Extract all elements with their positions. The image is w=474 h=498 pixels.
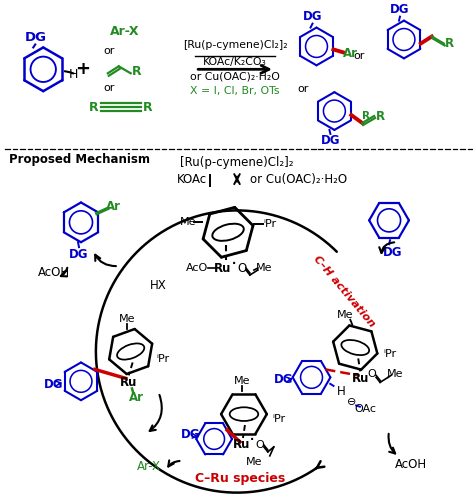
Text: Me: Me xyxy=(118,314,135,324)
Text: ⊖: ⊖ xyxy=(346,397,356,407)
Text: R: R xyxy=(375,110,385,123)
Text: KOAc/K₂CO₃: KOAc/K₂CO₃ xyxy=(203,57,267,67)
Text: Me: Me xyxy=(180,217,197,228)
Text: KOAc: KOAc xyxy=(177,173,207,186)
Text: R: R xyxy=(132,65,141,78)
Text: Me: Me xyxy=(337,310,354,320)
Text: DG: DG xyxy=(274,373,293,386)
Text: DG: DG xyxy=(390,3,410,16)
Text: R: R xyxy=(143,101,152,114)
Text: ·: · xyxy=(249,431,255,451)
Text: R: R xyxy=(362,111,370,121)
Text: AcOH: AcOH xyxy=(38,265,70,278)
Text: AcO: AcO xyxy=(186,263,208,273)
Text: H: H xyxy=(68,68,78,81)
Text: DG: DG xyxy=(321,134,340,147)
Text: Me: Me xyxy=(255,263,272,273)
Text: Ru: Ru xyxy=(352,372,369,385)
Text: DG: DG xyxy=(303,10,322,23)
Text: or: or xyxy=(354,51,365,61)
Text: Proposed Mechanism: Proposed Mechanism xyxy=(9,153,150,166)
Text: R: R xyxy=(445,37,454,50)
Text: Ar-X: Ar-X xyxy=(137,460,161,473)
Text: [Ru(p-cymene)Cl₂]₂: [Ru(p-cymene)Cl₂]₂ xyxy=(180,156,294,169)
Text: H: H xyxy=(337,385,346,398)
Text: HX: HX xyxy=(150,279,167,292)
Text: ⁱPr: ⁱPr xyxy=(156,355,169,365)
Text: DG: DG xyxy=(24,31,46,44)
Text: DG: DG xyxy=(69,248,89,260)
Text: Me: Me xyxy=(246,457,262,467)
Text: DG: DG xyxy=(383,246,403,258)
Text: or Cu(OAC)₂·H₂O: or Cu(OAC)₂·H₂O xyxy=(250,173,347,186)
Text: ⁱPr: ⁱPr xyxy=(272,414,285,424)
Text: R: R xyxy=(89,101,99,114)
Text: Ru: Ru xyxy=(213,261,231,274)
Text: O: O xyxy=(255,440,264,450)
Text: Me: Me xyxy=(387,370,403,379)
Text: Ar-X: Ar-X xyxy=(110,25,139,38)
Text: ·: · xyxy=(231,254,237,273)
Text: Me: Me xyxy=(234,376,250,386)
Text: X = I, Cl, Br, OTs: X = I, Cl, Br, OTs xyxy=(190,86,280,96)
Text: DG: DG xyxy=(181,428,200,442)
Text: AcOH: AcOH xyxy=(395,458,427,471)
Text: or Cu(OAC)₂·H₂O: or Cu(OAC)₂·H₂O xyxy=(190,71,280,81)
Text: OAc: OAc xyxy=(354,404,376,414)
Text: O: O xyxy=(237,261,246,274)
Text: DG: DG xyxy=(44,378,63,391)
Text: or: or xyxy=(103,46,115,56)
Text: Ar: Ar xyxy=(129,391,144,404)
Text: Ar: Ar xyxy=(106,200,121,213)
Text: Ar: Ar xyxy=(343,47,358,60)
Text: or: or xyxy=(103,83,115,93)
Text: or: or xyxy=(297,84,308,94)
Text: [Ru(p-cymene)Cl₂]₂: [Ru(p-cymene)Cl₂]₂ xyxy=(182,40,287,50)
Text: Ru: Ru xyxy=(233,438,251,451)
Text: ⁱPr: ⁱPr xyxy=(263,219,276,229)
Text: Ru: Ru xyxy=(120,376,137,389)
Text: C–Ru species: C–Ru species xyxy=(195,472,285,485)
Text: +: + xyxy=(75,60,91,78)
Text: C–H activation: C–H activation xyxy=(311,254,377,330)
Text: O: O xyxy=(368,370,376,379)
Text: ⁱPr: ⁱPr xyxy=(383,349,397,359)
